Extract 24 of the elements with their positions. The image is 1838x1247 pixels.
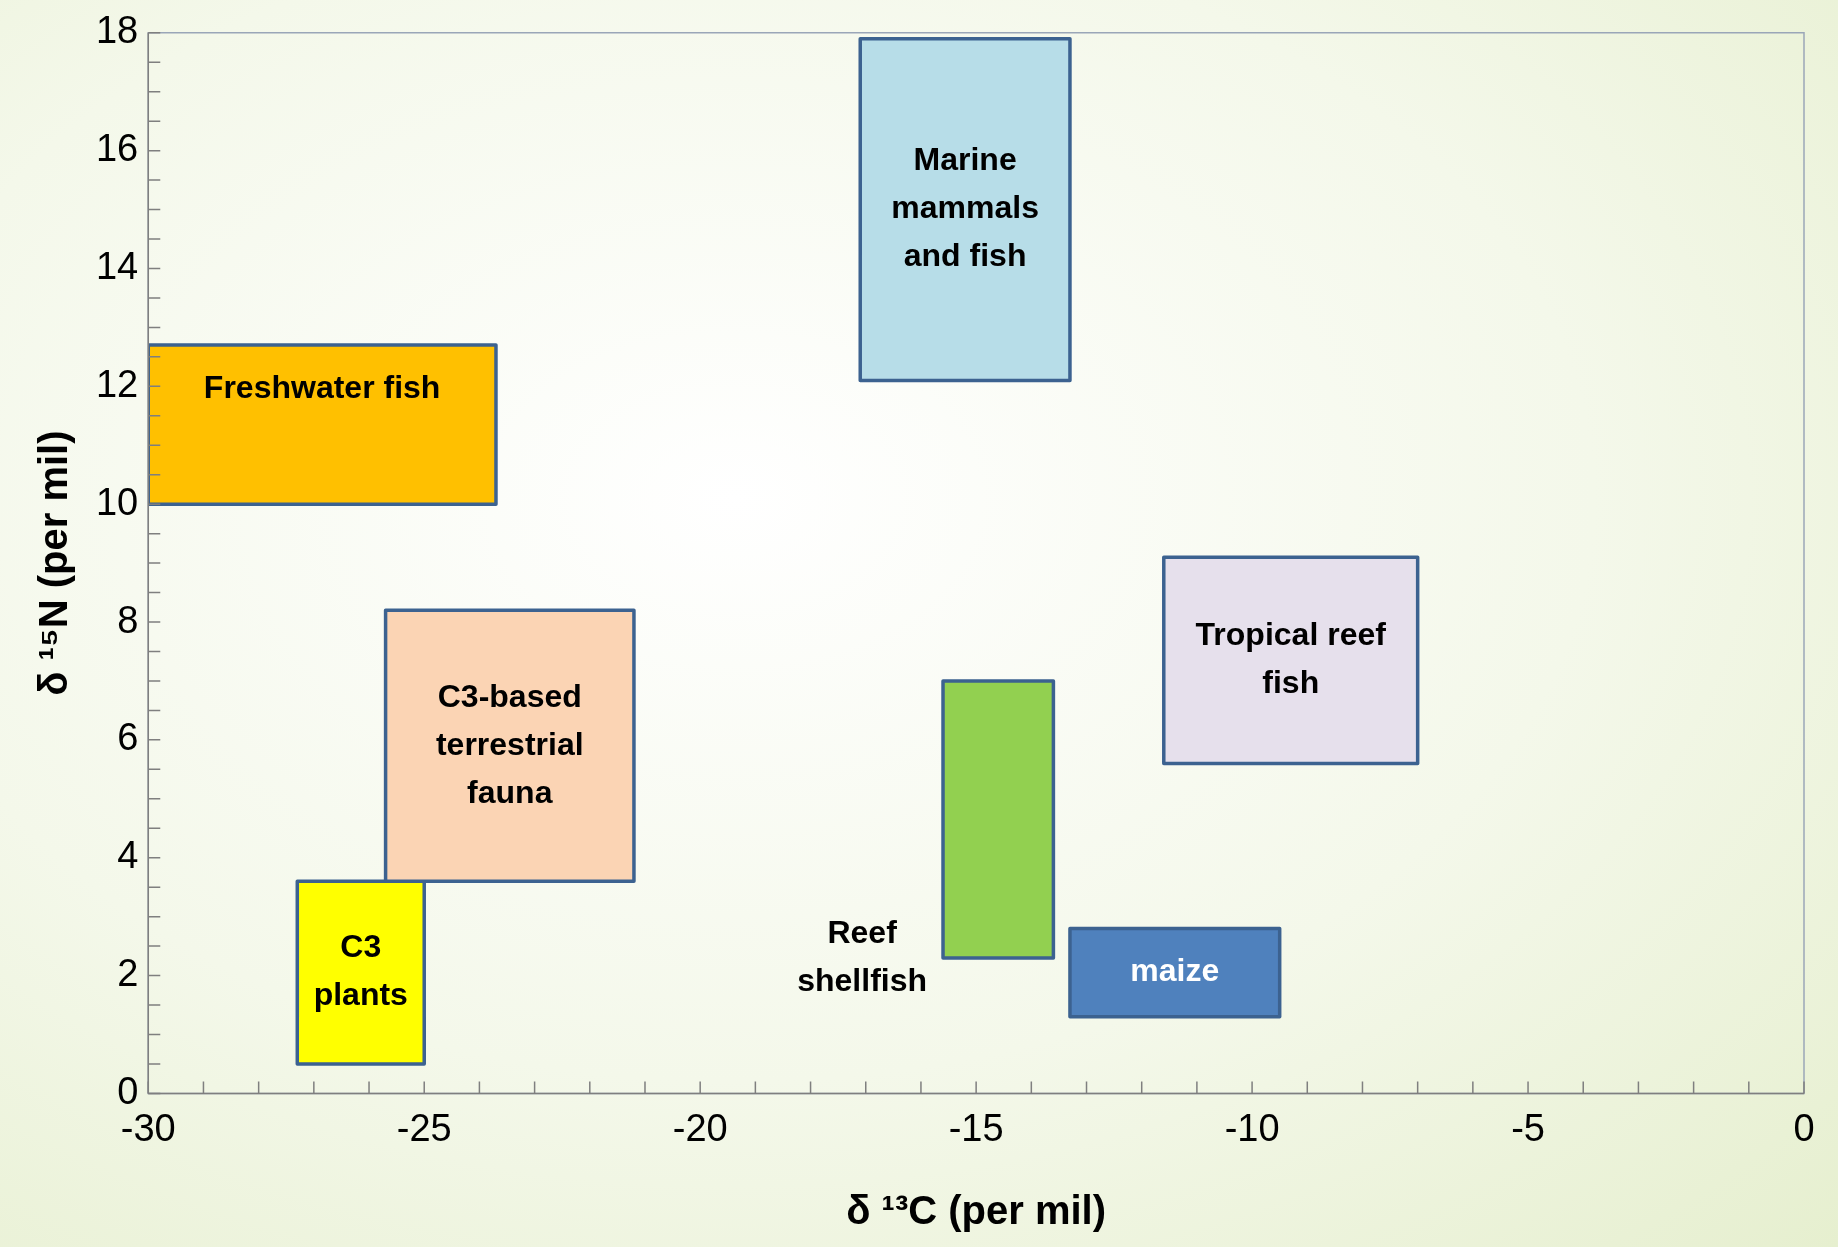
x-tick-label: -25: [396, 1106, 452, 1149]
x-axis-title: δ ¹³C (per mil): [846, 1188, 1107, 1233]
series-label: C3 plants: [313, 928, 408, 1013]
x-tick-label: -10: [1224, 1106, 1280, 1149]
y-tick-label: 12: [95, 362, 139, 405]
x-tick-label: -5: [1511, 1106, 1545, 1149]
y-axis-title: δ ¹⁵N (per mil): [31, 430, 76, 696]
y-tick-label: 4: [117, 834, 139, 877]
y-tick-label: 16: [95, 127, 139, 170]
x-tick-label: 0: [1793, 1106, 1815, 1149]
y-tick-label: 8: [117, 598, 139, 641]
x-tick-label: -15: [948, 1106, 1004, 1149]
y-tick-label: 10: [95, 480, 139, 523]
series-label: Freshwater fish: [203, 368, 441, 405]
y-tick-label: 18: [95, 9, 139, 52]
y-tick-label: 14: [95, 244, 139, 287]
y-tick-label: 6: [117, 716, 139, 759]
series-label: Tropical reef fish: [1195, 616, 1387, 701]
series-label: maize: [1130, 952, 1220, 989]
x-tick-label: -20: [672, 1106, 728, 1149]
series-label: Marine mammals and fish: [891, 141, 1039, 274]
series-label: C3-based terrestrial fauna: [435, 677, 584, 810]
y-tick-label: 2: [117, 952, 139, 995]
series-label: Reef shellfish: [797, 913, 928, 998]
